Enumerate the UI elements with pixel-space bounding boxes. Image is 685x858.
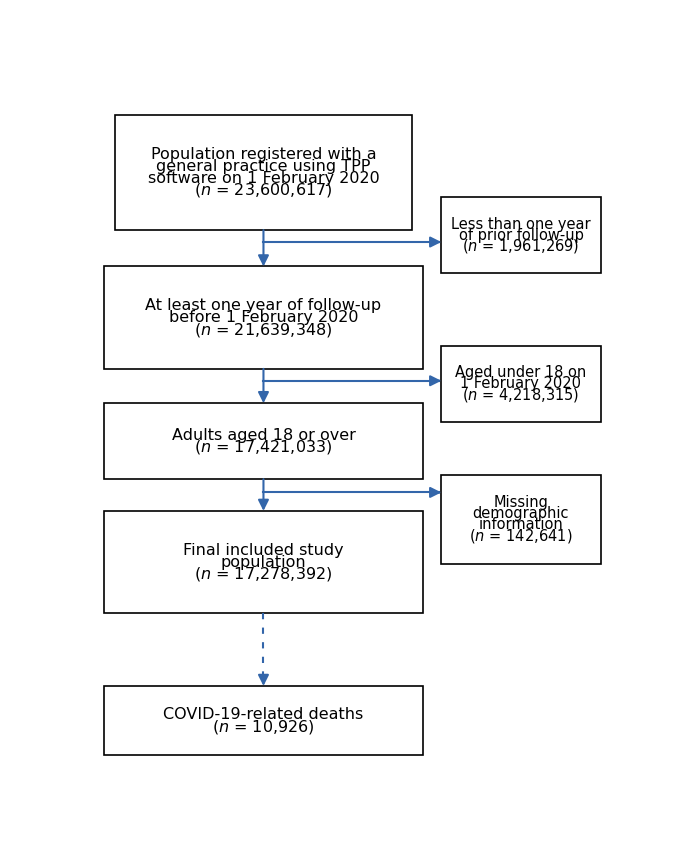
Text: Missing: Missing: [493, 495, 549, 511]
Bar: [441, 474, 601, 564]
Text: information: information: [479, 517, 563, 532]
Text: population: population: [221, 554, 306, 570]
Text: Final included study: Final included study: [183, 542, 344, 558]
Text: Population registered with a: Population registered with a: [151, 147, 376, 162]
Text: software on 1 February 2020: software on 1 February 2020: [147, 171, 379, 186]
Text: demographic: demographic: [473, 506, 569, 521]
Text: Less than one year: Less than one year: [451, 217, 590, 232]
Text: ($n$ = 142,641): ($n$ = 142,641): [469, 527, 573, 545]
Bar: [441, 346, 601, 422]
Text: COVID-19-related deaths: COVID-19-related deaths: [163, 707, 364, 722]
Bar: [104, 686, 423, 755]
Text: 1 February 2020: 1 February 2020: [460, 377, 582, 391]
Text: ($n$ = 1,961,269): ($n$ = 1,961,269): [462, 237, 580, 255]
Text: Adults aged 18 or over: Adults aged 18 or over: [171, 428, 356, 443]
Bar: [115, 114, 412, 230]
Text: Aged under 18 on: Aged under 18 on: [456, 366, 586, 380]
Bar: [104, 267, 423, 369]
Text: general practice using TPP: general practice using TPP: [156, 159, 371, 174]
Text: ($n$ = 23,600,617): ($n$ = 23,600,617): [195, 181, 333, 199]
Bar: [104, 403, 423, 480]
Text: ($n$ = 21,639,348): ($n$ = 21,639,348): [195, 321, 333, 339]
Text: of prior follow-up: of prior follow-up: [458, 227, 584, 243]
Bar: [104, 511, 423, 613]
Text: ($n$ = 17,421,033): ($n$ = 17,421,033): [195, 438, 333, 456]
Text: before 1 February 2020: before 1 February 2020: [169, 311, 358, 325]
Text: ($n$ = 17,278,392): ($n$ = 17,278,392): [195, 565, 333, 583]
Bar: [441, 197, 601, 273]
Text: ($n$ = 10,926): ($n$ = 10,926): [212, 717, 315, 735]
Text: ($n$ = 4,218,315): ($n$ = 4,218,315): [462, 385, 580, 403]
Text: At least one year of follow-up: At least one year of follow-up: [145, 299, 382, 313]
